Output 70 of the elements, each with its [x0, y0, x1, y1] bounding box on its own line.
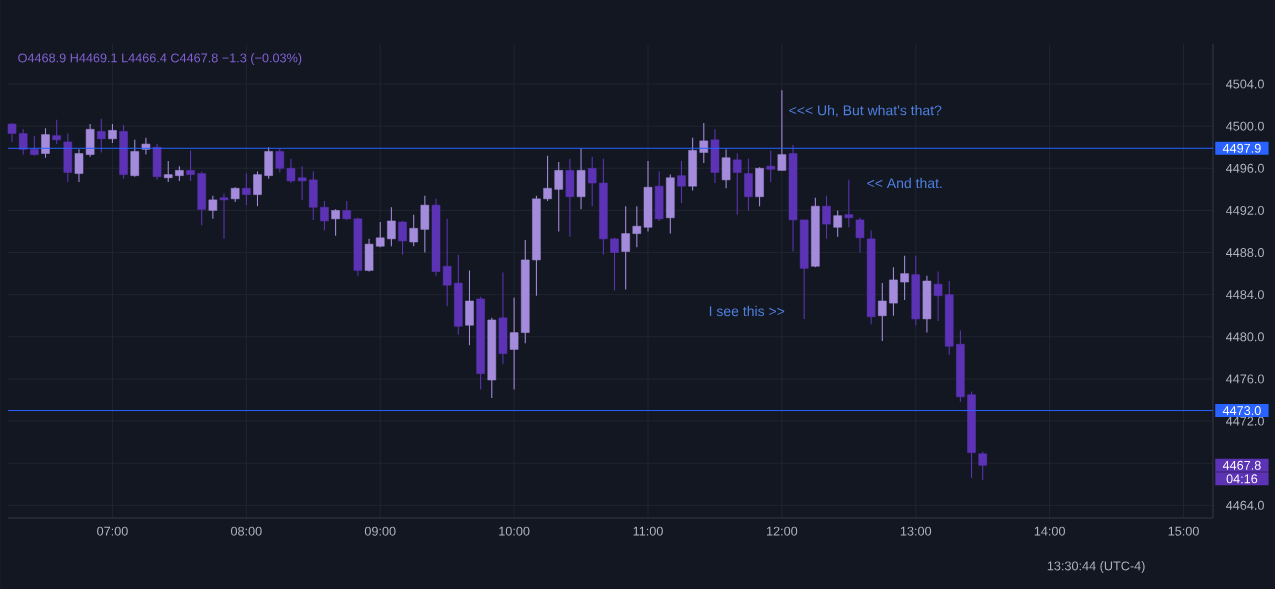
ref-line-label: 4497.9	[1222, 143, 1261, 153]
text: 04:16	[1226, 474, 1258, 484]
candlestick	[387, 206, 396, 247]
candlestick	[18, 128, 28, 156]
x-tick-label: 08:00	[230, 526, 262, 536]
y-tick-label: 4472.0	[1226, 416, 1264, 426]
x-tick-label: 11:00	[633, 526, 663, 536]
x-tick-label: 14:00	[1034, 526, 1065, 536]
annotation: << And that.	[867, 177, 942, 189]
y-tick-label: 4476.0	[1226, 374, 1264, 384]
y-tick-label: 4504.0	[1226, 79, 1264, 89]
candlestick	[610, 237, 619, 292]
text: O4468.9 H4469.1 L4466.4 C4467.8 −1.3 (−0.03%)	[18, 53, 302, 65]
candlestick	[543, 155, 552, 202]
candlestick	[677, 160, 686, 204]
candlestick	[509, 297, 519, 391]
y-tick-label: 4500.0	[1226, 121, 1264, 131]
candlestick	[777, 89, 787, 171]
candlestick	[398, 220, 407, 256]
candlestick	[108, 123, 117, 144]
candlestick	[554, 161, 564, 233]
candlestick	[52, 119, 61, 145]
candlestick	[163, 160, 173, 183]
candlestick	[253, 170, 262, 207]
x-tick-label: 10:00	[499, 526, 530, 536]
candlestick	[721, 148, 731, 189]
candlestick	[97, 118, 106, 154]
candlestick	[30, 135, 39, 157]
x-tick-label: 13:00	[900, 526, 932, 536]
candlestick	[878, 282, 887, 342]
candlestick	[331, 208, 340, 237]
candlestick	[208, 195, 218, 220]
candlestick	[766, 149, 776, 183]
x-tick-label: 15:00	[1168, 526, 1199, 536]
text: 4467.8	[1222, 460, 1261, 470]
candlestick	[833, 209, 842, 238]
candlestick	[822, 195, 831, 240]
candlestick	[621, 205, 630, 290]
y-tick-label: 4488.0	[1226, 248, 1264, 258]
y-tick-label: 4484.0	[1226, 290, 1264, 300]
candlestick	[275, 147, 285, 174]
text: 13:30:44 (UTC-4)	[1047, 561, 1145, 573]
candlestick	[900, 255, 909, 301]
candlestick	[587, 156, 597, 207]
candlestick	[375, 221, 385, 248]
x-tick-label: 09:00	[364, 526, 396, 536]
candlestick	[978, 451, 987, 481]
candlestick	[219, 193, 229, 240]
candlestick	[855, 217, 865, 254]
x-tick-label: 12:00	[766, 526, 798, 536]
x-tick-label: 07:00	[97, 526, 128, 536]
candlestick	[242, 173, 251, 206]
candlestick	[41, 127, 50, 159]
candlestick	[342, 200, 352, 221]
candlestick	[732, 153, 742, 216]
y-tick-label: 4480.0	[1226, 332, 1264, 342]
candlestick	[186, 149, 195, 182]
y-tick-label: 4492.0	[1226, 205, 1264, 215]
annotation: <<< Uh, But what's that?	[789, 105, 942, 117]
candlestick	[933, 270, 943, 322]
candlestick	[699, 122, 709, 164]
candlestick	[744, 158, 753, 211]
candlestick	[409, 214, 418, 247]
candlestick	[844, 179, 854, 228]
ref-line-label: 4473.0	[1222, 406, 1261, 416]
candlestick	[320, 200, 329, 231]
candlestick	[889, 266, 898, 317]
y-tick-label: 4464.0	[1226, 500, 1264, 510]
y-tick-label: 4496.0	[1226, 163, 1264, 173]
annotation: I see this >>	[709, 305, 785, 317]
